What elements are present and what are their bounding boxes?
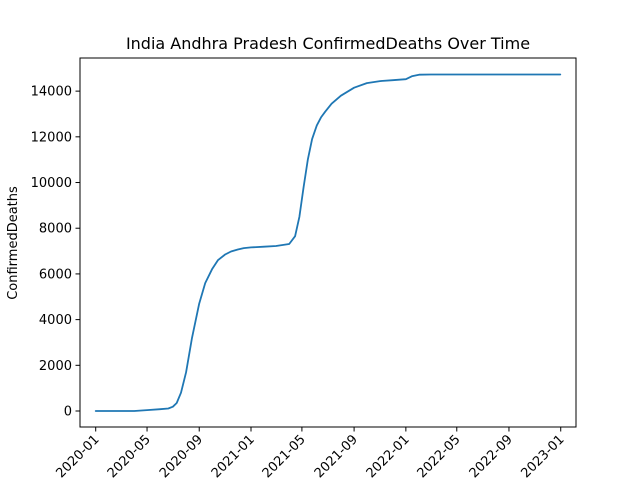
series-line <box>94 73 562 412</box>
y-tick-label: 8000 <box>39 222 72 237</box>
chart-title: India Andhra Pradesh ConfirmedDeaths Ove… <box>126 34 530 53</box>
x-tick-label: 2023-01 <box>519 432 568 480</box>
y-tick-label: 10000 <box>31 176 72 191</box>
y-tick-label: 6000 <box>39 267 72 282</box>
x-tick-label: 2020-01 <box>54 432 103 480</box>
x-tick-label: 2022-09 <box>467 432 516 480</box>
y-tick-label: 14000 <box>31 85 72 100</box>
y-tick-label: 0 <box>64 405 72 420</box>
x-tick-label: 2020-05 <box>105 432 154 480</box>
y-axis-label: ConfirmedDeaths <box>6 186 21 300</box>
x-tick-label: 2022-01 <box>364 432 413 480</box>
plot-area <box>94 73 562 412</box>
y-tick-label: 2000 <box>39 359 72 374</box>
x-tick-label: 2022-05 <box>415 432 464 480</box>
x-tick-label: 2020-09 <box>157 432 206 480</box>
x-tick-label: 2021-09 <box>312 432 361 480</box>
x-tick-label: 2021-05 <box>260 432 309 480</box>
y-tick-label: 4000 <box>39 313 72 328</box>
y-tick-label: 12000 <box>31 130 72 145</box>
plot-frame <box>79 57 577 428</box>
x-tick-label: 2021-01 <box>209 432 258 480</box>
